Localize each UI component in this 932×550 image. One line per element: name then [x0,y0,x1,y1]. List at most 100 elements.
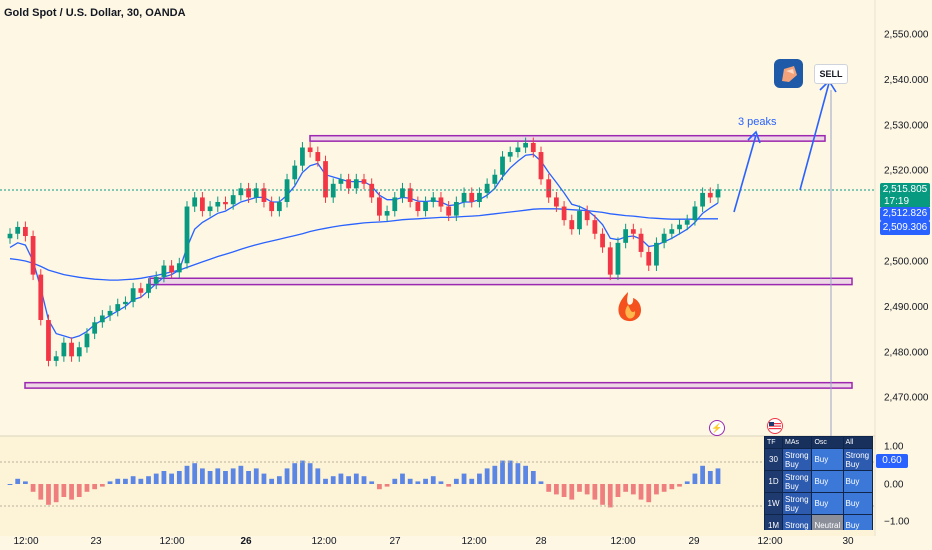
indicator-bar [46,484,51,505]
candle-body [369,183,375,198]
candle [315,146,321,167]
x-tick-label: 30 [842,536,854,547]
candle [76,341,82,362]
candle-body [207,206,213,212]
indicator-bar [23,481,28,484]
indicator-bar [207,471,213,484]
ema-slow-tag: 2,509.306 [880,221,930,235]
zone-support[interactable] [149,277,853,286]
candle-body [615,242,621,275]
logo-icon[interactable] [774,59,803,88]
candle-body [161,265,167,277]
candle [161,260,167,283]
candle [415,196,421,217]
candle-body [323,161,328,198]
ta-all: Strong Buy [842,448,873,471]
y-tick-label: 2,520.000 [884,166,929,177]
x-tick-label: 27 [389,536,401,547]
ta-all: Buy [842,514,873,530]
candle [238,182,244,201]
candle [453,196,459,222]
indicator-bar [407,478,413,484]
candle [577,205,582,235]
x-tick-label: 12:00 [159,536,184,547]
candle [469,187,475,208]
table-row: 1M Strong Neutral Buy [764,514,873,530]
indicator-bar [554,484,559,495]
candle-body [584,211,590,221]
x-tick-label: 26 [240,536,252,547]
ta-tf: 1W [764,492,783,515]
indicator-bar [615,484,621,497]
indicator-bar [707,471,713,484]
indicator-bar [669,484,675,490]
indicator-bar [384,484,390,487]
candle [438,191,444,212]
candle [392,191,398,217]
candle [600,228,605,253]
candle [153,271,159,290]
candle [507,146,513,163]
indicator-bar [238,465,244,484]
candle-body [400,188,405,198]
candle-body [53,356,59,361]
indicator-bar [446,484,452,487]
candle [523,137,528,153]
zone-lower-support[interactable] [24,381,853,389]
candle-body [123,301,128,305]
lightning-icon[interactable]: ⚡ [709,420,725,436]
candle-body [292,165,298,180]
candle [546,173,552,203]
candle-body [184,206,190,264]
candle [261,182,267,208]
sell-button[interactable]: SELL [814,64,848,84]
candle [69,337,74,362]
indicator-bar [269,478,275,484]
candle-body [538,152,544,180]
ta-tf: 1M [764,514,783,530]
candle [223,196,228,210]
indicator-bar [692,473,698,484]
candle-body [623,229,629,243]
candle [84,328,90,353]
indicator-bar [7,484,13,485]
candle-body [392,197,398,212]
y-tick-label: 2,480.000 [884,347,929,358]
indicator-bar [307,463,313,484]
indicator-bar [292,463,298,484]
candle-body [300,147,305,166]
indicator-bar [484,468,490,484]
candle [477,187,482,208]
candle [215,196,221,212]
indicator-bar [715,468,721,484]
zone-resistance[interactable] [309,134,826,142]
table-row: 30 Strong Buy Buy Strong Buy [764,448,873,471]
us-flag-icon[interactable] [767,418,783,434]
candle [484,178,490,199]
candle-body [153,276,159,284]
candle-body [530,142,536,153]
candle [707,187,713,203]
indicator-bar [584,484,590,495]
candle-body [484,183,490,193]
y-tick-label: 2,550.000 [884,30,929,41]
candle [669,223,675,240]
candle [515,142,521,158]
indicator-bar [138,478,144,484]
indicator-bar [315,468,321,484]
indicator-bar [623,484,629,492]
candle [338,173,344,190]
indicator-bar [677,484,682,487]
candle [700,187,705,212]
candle-body [238,188,244,196]
candle-body [76,347,82,357]
indicator-bar [607,484,613,508]
candle-body [384,211,390,216]
candle [146,278,151,299]
candle [530,137,536,158]
candle [123,296,128,310]
candle [61,337,67,362]
indicator-bar [600,484,605,505]
candle-body [115,304,121,311]
